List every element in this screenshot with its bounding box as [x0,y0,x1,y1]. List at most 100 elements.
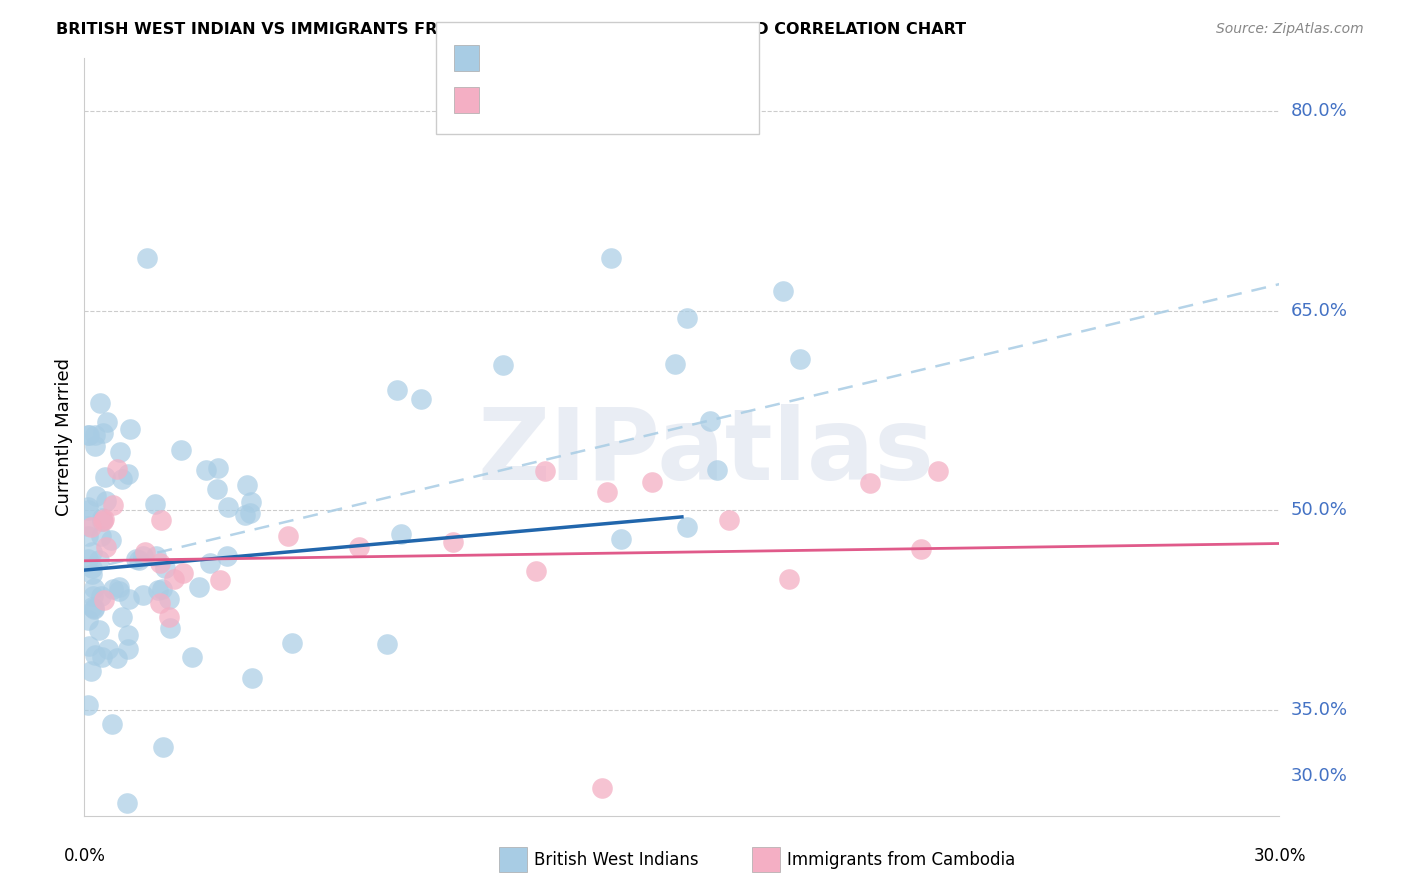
Point [80,560,103,574]
Point [195,463,218,477]
Point [778,572,800,586]
Point [664,357,686,371]
Point [149,556,172,570]
Point [132,588,155,602]
Point [859,475,882,490]
Text: 80.0%: 80.0% [1291,103,1347,120]
Point [77,500,100,514]
Point [610,533,633,547]
Point [163,572,186,586]
Point [77,639,100,653]
Text: 0.0%: 0.0% [63,847,105,864]
Point [128,553,150,567]
Point [150,513,173,527]
Point [591,781,613,796]
Point [699,414,721,428]
Point [198,556,221,570]
Point [157,592,180,607]
Point [77,503,100,517]
Point [91,514,114,528]
Text: British West Indians: British West Indians [534,851,699,869]
Text: 30.0%: 30.0% [1253,847,1306,864]
Point [97,642,120,657]
Text: 65.0%: 65.0% [1291,301,1347,319]
Point [409,392,432,406]
Point [181,650,204,665]
Point [90,589,112,603]
Point [491,358,513,372]
Point [441,534,464,549]
Point [83,602,105,616]
Point [676,310,699,325]
Point [280,636,302,650]
Point [239,507,262,521]
Point [134,545,156,559]
Point [96,494,118,508]
Point [84,490,107,504]
Point [77,427,100,442]
Point [87,623,110,637]
Point [111,610,134,624]
Text: 50.0%: 50.0% [1291,501,1347,519]
Point [108,581,131,595]
Point [207,461,229,475]
Point [94,470,117,484]
Point [600,251,623,265]
Point [347,540,370,554]
Point [108,444,131,458]
Point [150,582,173,596]
Point [217,500,239,515]
Point [91,425,114,440]
Point [236,478,259,492]
Point [91,514,114,528]
Point [117,467,139,482]
Point [125,551,148,566]
Point [96,540,118,554]
Point [152,739,174,754]
Point [105,651,128,665]
Point [105,462,128,476]
Point [83,601,105,615]
Point [100,533,122,547]
Point [375,637,398,651]
Point [240,671,263,685]
Point [82,589,104,603]
Point [84,439,107,453]
Point [89,396,111,410]
Point [96,415,118,429]
Point [235,508,257,523]
Point [90,511,112,525]
Point [132,549,155,563]
Point [118,422,141,436]
Text: 30.0%: 30.0% [1291,767,1347,785]
Point [118,591,141,606]
Point [82,599,104,614]
Point [77,427,100,442]
Point [387,383,409,397]
Point [93,592,115,607]
Point [117,628,139,642]
Text: R =  0.119   N = 93: R = 0.119 N = 93 [488,48,679,68]
Text: BRITISH WEST INDIAN VS IMMIGRANTS FROM CAMBODIA CURRENTLY MARRIED CORRELATION CH: BRITISH WEST INDIAN VS IMMIGRANTS FROM C… [56,22,966,37]
Point [208,573,231,587]
Point [157,610,180,624]
Point [103,582,125,596]
Point [77,519,100,533]
Point [910,541,932,556]
Point [148,596,170,610]
Text: R = 0.037   N = 28: R = 0.037 N = 28 [488,90,673,110]
Text: 35.0%: 35.0% [1291,701,1348,719]
Point [77,529,100,543]
Text: Immigrants from Cambodia: Immigrants from Cambodia [787,851,1015,869]
Point [90,649,112,664]
Point [145,549,167,563]
Point [706,463,728,477]
Point [596,485,619,500]
Point [101,499,124,513]
Point [79,665,101,679]
Point [146,582,169,597]
Point [277,529,299,543]
Point [188,580,211,594]
Point [159,621,181,635]
Point [80,545,103,559]
